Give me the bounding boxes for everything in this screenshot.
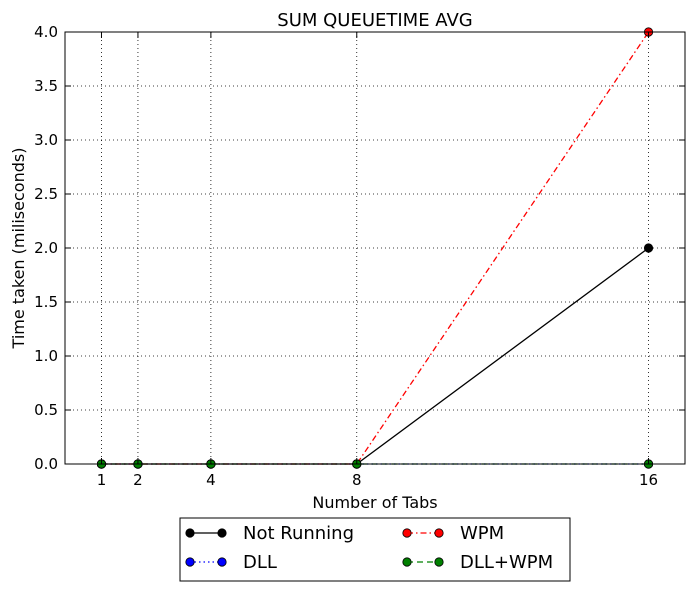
series-line	[101, 31, 650, 465]
series-point	[643, 243, 654, 253]
x-tick-label: 16	[639, 471, 658, 489]
chart-title: SUM QUEUETIME AVG	[277, 10, 472, 31]
y-tick-label: 3.0	[34, 131, 58, 149]
legend-label: Not Running	[243, 523, 354, 544]
y-tick-label: 4.0	[34, 23, 58, 41]
legend-label: DLL+WPM	[460, 552, 553, 573]
ticks: 1 2 4 8 16 0.0 0.5 1.0 1.5 2.0 2.5 3.0 3.5 4.0	[34, 23, 685, 489]
legend-marker	[402, 557, 412, 567]
y-tick-label: 2.0	[34, 239, 58, 257]
x-tick-label: 1	[97, 471, 107, 489]
x-tick-label: 8	[352, 471, 362, 489]
y-tick-label: 0.0	[34, 455, 58, 473]
x-tick-label: 4	[206, 471, 216, 489]
legend-box	[179, 517, 571, 582]
y-axis-label: Time taken (miliseconds)	[9, 148, 28, 350]
legend-label: DLL	[243, 552, 277, 573]
legend-label: WPM	[460, 523, 504, 544]
legend-marker	[185, 528, 195, 538]
series-line	[101, 247, 649, 465]
legend-marker	[402, 528, 412, 538]
legend-marker	[185, 557, 195, 567]
x-axis-label: Number of Tabs	[312, 493, 437, 512]
y-tick-label: 2.5	[34, 185, 58, 203]
x-tick-label: 2	[133, 471, 143, 489]
y-tick-label: 3.5	[34, 77, 58, 95]
legend-marker	[217, 557, 227, 567]
y-tick-label: 0.5	[34, 401, 58, 419]
y-tick-label: 1.5	[34, 293, 58, 311]
legend-marker	[434, 557, 444, 567]
legend-marker	[217, 528, 227, 538]
legend: Not Running DLL WPM DLL+WPM	[179, 517, 571, 582]
grid	[65, 31, 685, 465]
legend-marker	[434, 528, 444, 538]
y-tick-label: 1.0	[34, 347, 58, 365]
